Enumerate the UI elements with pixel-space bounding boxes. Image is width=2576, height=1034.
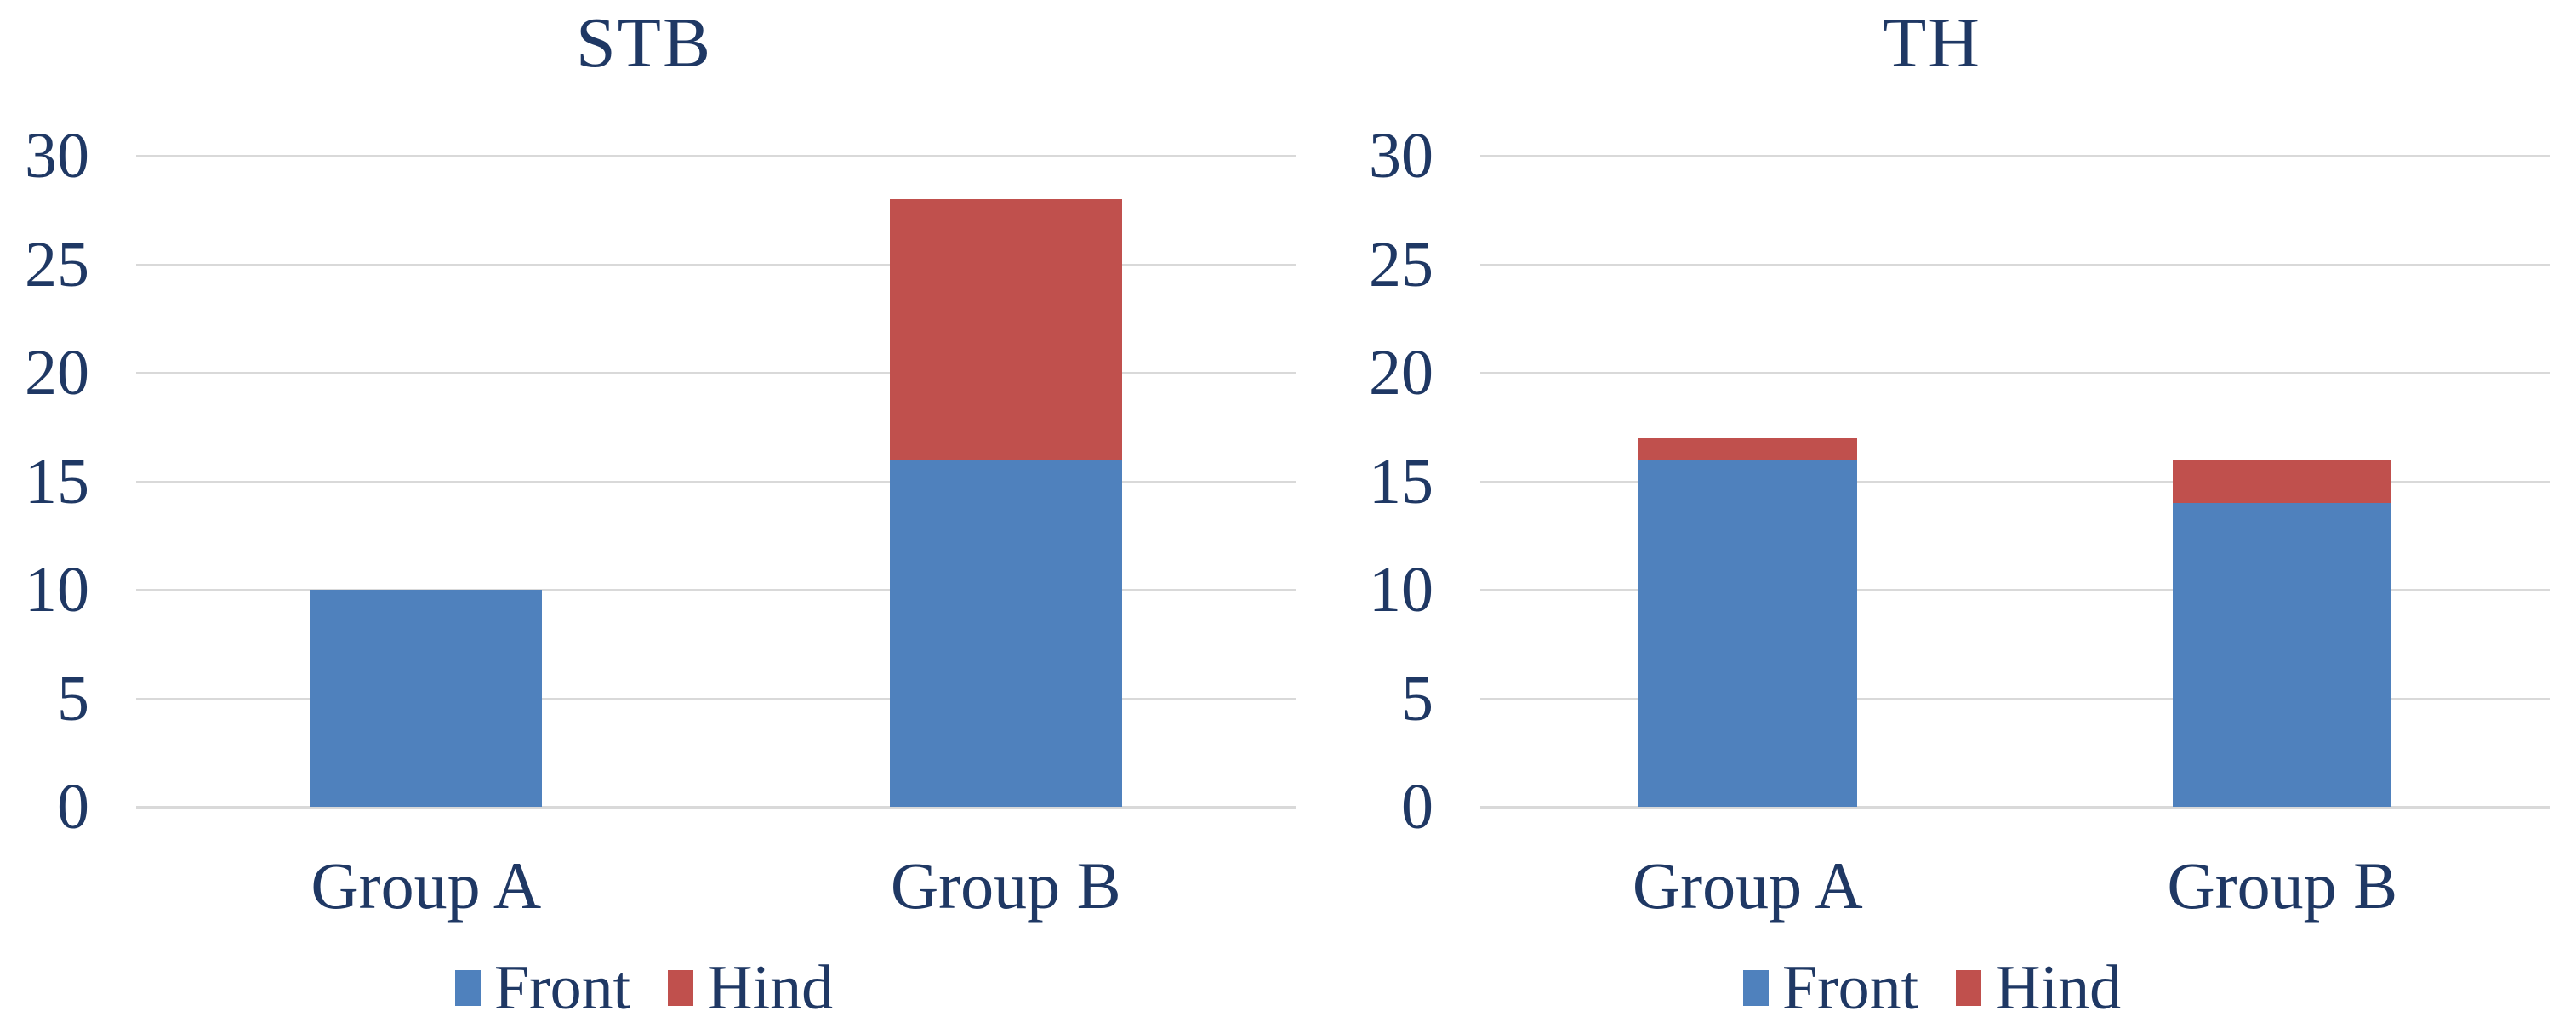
y-tick-label: 20 xyxy=(25,337,89,408)
legend-item-front: Front xyxy=(1742,951,1919,1025)
chart-panel-stb: STB Group A Group B Front Hind 0 5 10 15 20 2… xyxy=(0,3,1296,1025)
chart-panel-th: TH Group A Group B Front Hind 0 5 10 15 20 25… xyxy=(1288,0,2576,1034)
gridline xyxy=(1480,155,2550,157)
legend-swatch-front-icon xyxy=(1742,970,1769,1006)
y-tick-label: 15 xyxy=(1369,445,1433,517)
y-tick-label: 0 xyxy=(1401,771,1433,843)
x-axis-label-group-a: Group A xyxy=(1632,848,1863,923)
y-tick-label: 5 xyxy=(57,662,89,734)
gridline xyxy=(1480,589,2550,591)
x-axis-label-group-b: Group B xyxy=(2167,848,2398,923)
legend-item-hind: Hind xyxy=(1956,951,2121,1025)
y-tick-label: 10 xyxy=(1369,554,1433,626)
bar-group-b-hind-segment xyxy=(889,199,1122,460)
gridline xyxy=(136,263,1296,266)
legend-swatch-hind-icon xyxy=(1956,970,1982,1006)
gridline xyxy=(136,697,1296,700)
y-tick-label: 25 xyxy=(1369,228,1433,300)
gridline xyxy=(136,589,1296,591)
legend-label-front: Front xyxy=(1781,953,1919,1023)
plot-area xyxy=(136,155,1296,809)
legend-label-hind: Hind xyxy=(707,953,834,1023)
legend-swatch-hind-icon xyxy=(668,970,694,1006)
y-tick-label: 30 xyxy=(25,120,89,191)
gridline xyxy=(1480,806,2550,809)
gridline xyxy=(1480,263,2550,266)
y-tick-label: 30 xyxy=(1369,120,1433,191)
legend: Front Hind xyxy=(0,951,1288,1025)
y-tick-label: 20 xyxy=(1369,337,1433,408)
chart-title: STB xyxy=(575,3,713,83)
gridline xyxy=(136,806,1296,809)
x-axis-label-group-b: Group B xyxy=(890,848,1121,923)
legend-item-front: Front xyxy=(454,951,631,1025)
gridline xyxy=(1480,372,2550,374)
bar-group-a-front-segment xyxy=(1638,460,1857,807)
bar-group-b-hind-segment xyxy=(2173,460,2392,503)
legend-label-front: Front xyxy=(493,953,631,1023)
legend: Front Hind xyxy=(1288,951,2576,1025)
legend-label-hind: Hind xyxy=(1995,953,2122,1023)
chart-title: TH xyxy=(1883,3,1981,83)
bar-group-b-front-segment xyxy=(889,460,1122,807)
y-tick-label: 0 xyxy=(57,771,89,843)
gridline xyxy=(136,480,1296,483)
y-tick-label: 25 xyxy=(25,228,89,300)
gridline xyxy=(1480,697,2550,700)
x-axis-label-group-a: Group A xyxy=(311,848,542,923)
y-tick-label: 5 xyxy=(1401,662,1433,734)
legend-swatch-front-icon xyxy=(454,970,481,1006)
bar-group-a-front-segment xyxy=(310,590,543,807)
y-tick-label: 10 xyxy=(25,554,89,626)
gridline xyxy=(136,372,1296,374)
bar-group-b-front-segment xyxy=(2173,503,2392,807)
y-tick-label: 15 xyxy=(25,445,89,517)
gridline xyxy=(136,155,1296,157)
gridline xyxy=(1480,480,2550,483)
bar-group-a-hind-segment xyxy=(1638,437,1857,460)
legend-item-hind: Hind xyxy=(668,951,833,1025)
plot-area xyxy=(1480,155,2550,809)
